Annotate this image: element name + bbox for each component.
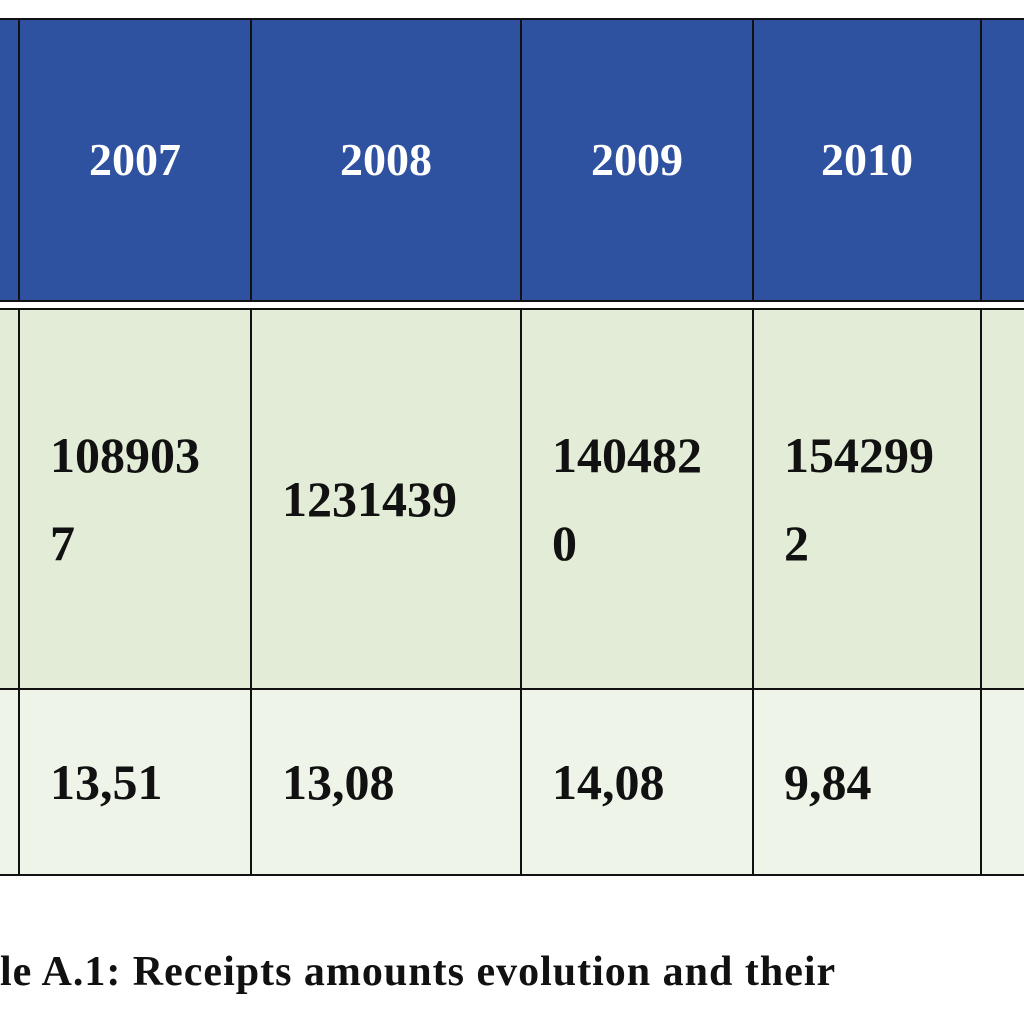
caption: le A.1: Receipts amounts evolution and t… — [0, 949, 837, 995]
rate-cell-text: 9,84 — [784, 754, 872, 810]
header-cell — [0, 18, 20, 302]
rate-cell-text: 13,08 — [282, 754, 395, 810]
header-cell: 2010 — [752, 18, 982, 302]
header-cell: 2009 — [520, 18, 754, 302]
header-cell-text: 2010 — [821, 134, 913, 185]
rate-cell: 14,08 — [520, 688, 754, 876]
body-cell — [978, 308, 1024, 690]
amount-cell: 1404820 — [520, 308, 754, 690]
header-cell — [978, 18, 1024, 302]
rate-cell-text: 13,51 — [50, 754, 163, 810]
rate-cell: 9,84 — [752, 688, 982, 876]
rate-cell: 13,08 — [250, 688, 522, 876]
rate-cell-text: 14,08 — [552, 754, 665, 810]
amount-cell: 1089037 — [18, 308, 252, 690]
body-cell — [978, 688, 1024, 876]
header-cell-text: 2007 — [89, 134, 181, 185]
amount-cell-text: 1542992 — [784, 427, 934, 571]
amount-cell: 1231439 — [250, 308, 522, 690]
amount-cell: 1542992 — [752, 308, 982, 690]
amount-cell-text: 1231439 — [282, 471, 457, 527]
header-cell-text: 2008 — [340, 134, 432, 185]
amount-cell-text: 1404820 — [552, 427, 702, 571]
rate-cell: 13,51 — [18, 688, 252, 876]
header-cell: 2008 — [250, 18, 522, 302]
amount-cell-text: 1089037 — [50, 427, 200, 571]
header-cell: 2007 — [18, 18, 252, 302]
header-cell-text: 2009 — [591, 134, 683, 185]
